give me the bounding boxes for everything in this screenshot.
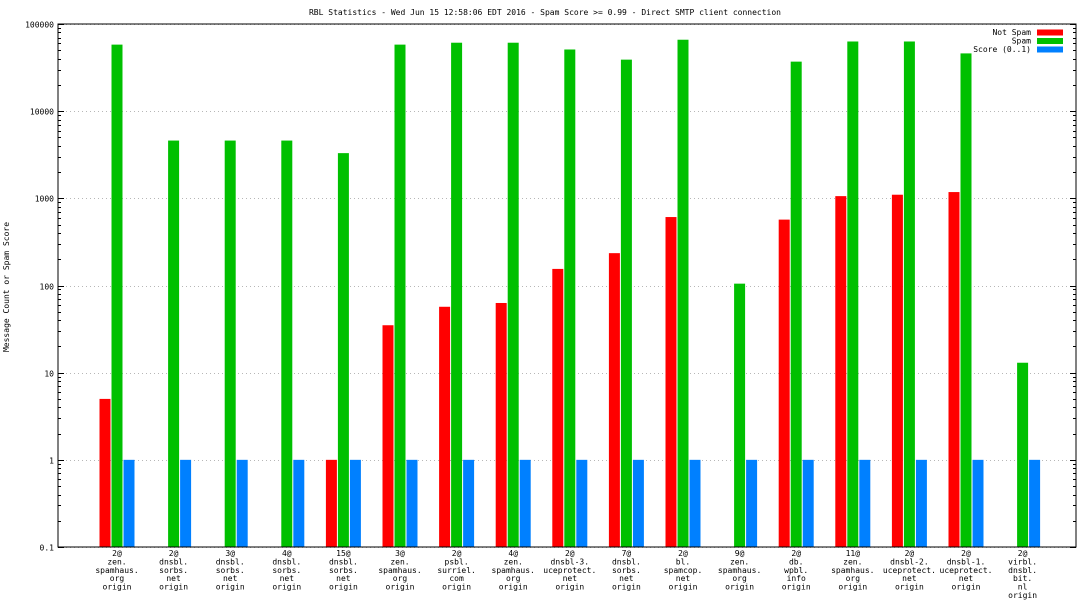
bar — [394, 44, 406, 548]
bar — [891, 194, 903, 547]
x-tick-label: 7@ dnsbl. sorbs. net origin — [612, 549, 641, 592]
bar — [620, 59, 632, 547]
bar — [439, 306, 451, 547]
x-tick-label: 2@ dnsbl-1. uceprotect. net origin — [940, 549, 993, 592]
x-tick-label: 2@ dnsbl-3. uceprotect. net origin — [543, 549, 596, 592]
legend-label: Spam — [1012, 37, 1031, 46]
y-tick-label: 100000 — [25, 21, 54, 30]
bar — [180, 459, 192, 547]
bar — [665, 217, 677, 547]
y-tick-label: 100 — [40, 283, 55, 292]
legend-label: Score (0..1) — [973, 45, 1031, 54]
bar — [689, 459, 701, 547]
bar — [1017, 362, 1029, 547]
bar — [677, 39, 689, 547]
y-tick-label: 10 — [44, 370, 54, 379]
y-axis-label: Message Count or Spam Score — [2, 222, 11, 352]
x-tick-label: 2@ dnsbl-2. uceprotect. net origin — [883, 549, 936, 592]
x-tick-label: 11@ zen. spamhaus. org origin — [831, 549, 874, 592]
legend-swatch — [1037, 46, 1063, 53]
bar — [451, 42, 463, 547]
plot-border — [57, 23, 1077, 548]
bar — [519, 459, 531, 547]
bar — [608, 253, 620, 547]
x-tick-label: 2@ dnsbl. sorbs. net origin — [159, 549, 188, 592]
bar — [915, 459, 927, 547]
bar — [337, 153, 349, 547]
x-tick-label: 3@ zen. spamhaus. org origin — [378, 549, 421, 592]
legend-swatch — [1037, 29, 1063, 36]
x-tick-label: 2@ virbl. dnsbl. bit. nl origin — [1008, 549, 1037, 600]
bar — [746, 459, 758, 547]
bar — [903, 41, 915, 547]
bar — [281, 140, 293, 548]
bar — [847, 41, 859, 547]
bar — [1029, 459, 1041, 547]
bar — [224, 140, 236, 548]
axis-ticks: 0.1 1 10 100 1000 10000 100000 — [25, 21, 1076, 553]
y-tick-label: 1 — [49, 457, 54, 466]
bar — [960, 53, 972, 548]
bar — [835, 196, 847, 547]
x-tick-label: 4@ zen. spamhaus. org origin — [492, 549, 535, 592]
x-tick-label: 15@ dnsbl. sorbs. net origin — [329, 549, 358, 592]
bar — [293, 459, 305, 547]
y-tick-label: 10000 — [30, 108, 54, 117]
x-tick-label: 4@ dnsbl. sorbs. net origin — [272, 549, 301, 592]
x-tick-label: 2@ psbl. surriel. com origin — [437, 549, 476, 592]
bar — [99, 398, 111, 547]
bar — [576, 459, 588, 547]
bar — [111, 44, 123, 548]
legend-label: Not Spam — [992, 28, 1031, 37]
bar — [325, 459, 337, 547]
bar — [632, 459, 644, 547]
bar — [463, 459, 475, 547]
y-tick-label: 0.1 — [40, 544, 55, 553]
bar — [552, 268, 564, 547]
bar — [406, 459, 418, 547]
bar — [123, 459, 135, 547]
bar — [168, 140, 180, 548]
chart-title: RBL Statistics - Wed Jun 15 12:58:06 EDT… — [309, 8, 781, 17]
bar — [948, 192, 960, 547]
x-tick-label: 2@ db. wpbl. info origin — [782, 549, 811, 592]
bar — [778, 219, 790, 547]
bar — [564, 49, 576, 547]
bar — [236, 459, 248, 547]
bar — [972, 459, 984, 547]
x-tick-label: 2@ zen. spamhaus. org origin — [95, 549, 138, 592]
bar — [734, 283, 746, 547]
bar — [349, 459, 361, 547]
bar — [859, 459, 871, 547]
x-tick-label: 3@ dnsbl. sorbs. net origin — [216, 549, 245, 592]
bar — [495, 302, 507, 547]
x-tick-labels: 2@ zen. spamhaus. org origin 2@ dnsbl. sorbs. ne… — [95, 549, 1037, 600]
bar — [802, 459, 814, 547]
bar — [790, 61, 802, 547]
bar — [507, 42, 519, 547]
y-tick-label: 1000 — [35, 195, 54, 204]
legend-swatch — [1037, 38, 1063, 44]
x-tick-label: 2@ bl. spamcop. net origin — [664, 549, 703, 592]
x-tick-label: 9@ zen. spamhaus. org origin — [718, 549, 761, 592]
bars — [99, 39, 1041, 548]
bar — [382, 325, 394, 547]
